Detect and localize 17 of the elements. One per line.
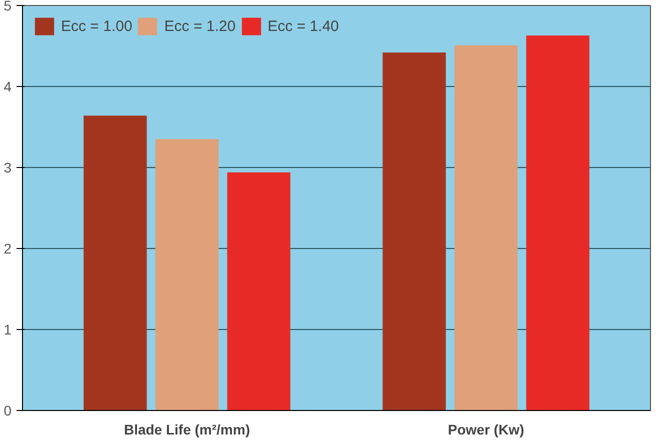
- bar: [84, 116, 147, 410]
- x-tick-label: Power (Kw): [448, 422, 524, 438]
- bar: [526, 35, 590, 410]
- bar: [454, 45, 518, 410]
- y-tick-label: 0: [4, 402, 12, 418]
- legend-label: Ecc = 1.00: [61, 18, 132, 34]
- legend-label: Ecc = 1.20: [164, 18, 236, 34]
- y-tick-label: 5: [4, 0, 12, 14]
- bar: [227, 172, 290, 410]
- legend-label: Ecc = 1.40: [268, 18, 339, 34]
- bar: [155, 139, 219, 410]
- y-tick-label: 4: [4, 78, 12, 94]
- y-tick-label: 1: [4, 322, 12, 338]
- y-tick-label: 3: [4, 160, 12, 176]
- bar: [382, 52, 446, 410]
- y-tick-label: 2: [4, 240, 12, 256]
- x-tick-label: Blade Life (m²/mm): [124, 422, 250, 438]
